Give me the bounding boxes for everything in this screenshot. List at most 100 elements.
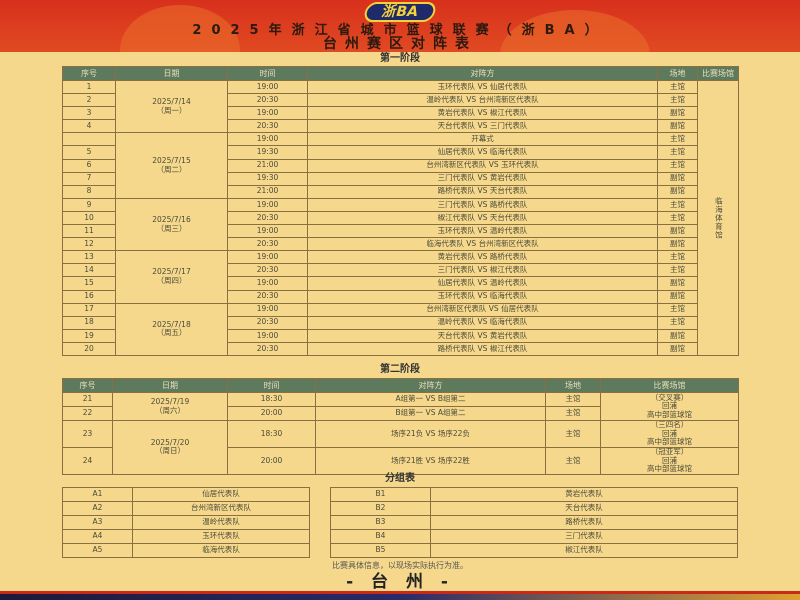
- court: 副馆: [657, 289, 698, 304]
- match-number: 15: [62, 276, 116, 291]
- page-title: 2025年浙江省城市篮球联赛（浙BA）: [192, 23, 608, 38]
- match-number: 24: [62, 446, 113, 475]
- column-header: 时间: [227, 378, 316, 393]
- column-header: 对阵方: [307, 66, 658, 81]
- court: 主馆: [545, 392, 601, 407]
- court: 主馆: [657, 210, 698, 226]
- header-banner: 浙BA 2025年浙江省城市篮球联赛（浙BA） 台州赛区对阵表: [0, 0, 800, 52]
- date: 2025/7/17: [152, 267, 191, 277]
- date: 2025/7/16: [152, 214, 191, 224]
- match-time: 19:00: [227, 106, 308, 121]
- table-row: 22 20:00 B组第一 VS A组第二 主馆: [62, 406, 739, 421]
- team-name: 黄岩代表队: [430, 487, 738, 502]
- table-row: 23 2025/7/20 （周日） 18:30 场序21负 VS 场序22负 主馆 （三四名…: [62, 420, 739, 475]
- match-number: 22: [62, 406, 113, 421]
- match-time: 21:00: [227, 184, 308, 199]
- footer-note: 比赛具体信息，以现场实际执行为准。: [332, 561, 468, 570]
- team-name: 天台代表队: [430, 501, 738, 516]
- match-time: 19:00: [227, 302, 308, 317]
- match-number: [62, 132, 116, 147]
- venue-round: （冠亚军）: [650, 447, 689, 456]
- court: 主馆: [657, 79, 698, 95]
- venue-line2: 高中部篮球馆: [647, 437, 692, 447]
- group-a-table: A1 仙居代表队 A2 台州湾新区代表队 A3 温岭代表队 A4 玉环代表队 A5 临海代表队: [62, 487, 310, 558]
- table-row: 8 21:00 路桥代表队 VS 天台代表队 副馆: [62, 184, 739, 199]
- match-number: 3: [62, 106, 116, 121]
- matchup: 路桥代表队 VS 天台代表队: [307, 184, 658, 199]
- matchup: 玉环代表队 VS 临海代表队: [307, 289, 658, 304]
- match-time: 19:00: [227, 132, 308, 147]
- matchup: 临海代表队 VS 台州湾新区代表队: [307, 237, 658, 252]
- weekday: （周二）: [156, 164, 187, 174]
- date: 2025/7/15: [152, 155, 191, 165]
- table-row: 13 2025/7/17 （周四） 19:00 黄岩代表队 VS 路桥代表队 主馆: [62, 250, 739, 304]
- date: 2025/7/19: [150, 396, 190, 406]
- date-cell: 2025/7/18 （周五）: [115, 302, 228, 356]
- court: 主馆: [545, 446, 601, 475]
- match-time: 20:30: [227, 210, 308, 226]
- match-number: 4: [62, 119, 116, 134]
- weekday: （周六）: [155, 405, 185, 415]
- venue-round: （交叉赛）: [650, 392, 689, 402]
- match-number: 6: [62, 158, 116, 173]
- venue-line1: 回浦: [662, 401, 677, 411]
- team-name: 台州湾新区代表队: [132, 501, 310, 516]
- match-number: 9: [62, 197, 116, 212]
- team-name: 温岭代表队: [132, 515, 310, 530]
- column-header: 日期: [115, 66, 228, 81]
- matchup: 黄岩代表队 VS 椒江代表队: [307, 106, 658, 121]
- matchup: 台州湾新区代表队 VS 仙居代表队: [307, 302, 658, 317]
- court: 主馆: [657, 315, 698, 330]
- matchup: 路桥代表队 VS 椒江代表队: [307, 341, 658, 356]
- match-number: 20: [62, 341, 116, 356]
- match-number: 11: [62, 224, 116, 239]
- column-header: 时间: [227, 66, 308, 81]
- table-row: B2 天台代表队: [330, 501, 738, 516]
- footer-city: - 台 州 -: [346, 572, 454, 592]
- team-name: 玉环代表队: [132, 529, 310, 544]
- seed: A5: [62, 543, 133, 558]
- court: 主馆: [545, 420, 601, 448]
- match-number: 13: [62, 250, 116, 265]
- date: 2025/7/18: [152, 319, 191, 329]
- match-time: 20:30: [227, 315, 308, 330]
- court: 主馆: [657, 197, 698, 212]
- match-number: 8: [62, 184, 116, 199]
- court: 主馆: [657, 158, 698, 173]
- court: 副馆: [657, 341, 698, 356]
- table-row: 12 20:30 临海代表队 VS 台州湾新区代表队 副馆: [62, 237, 739, 252]
- match-time: 20:00: [227, 406, 316, 421]
- matchup: 天台代表队 VS 三门代表队: [307, 119, 658, 134]
- date-cell: 2025/7/15 （周二）: [115, 132, 228, 199]
- match-time: 20:30: [227, 289, 308, 304]
- match-number: 7: [62, 171, 116, 186]
- table-row: A2 台州湾新区代表队: [62, 501, 310, 516]
- court: 主馆: [657, 132, 698, 147]
- date: 2025/7/14: [152, 97, 191, 107]
- court: 主馆: [545, 406, 601, 421]
- stage1-table: 序号 日期 时间 对阵方 场地 比赛场馆 1 2025/7/14 （周一） 19:00 玉环代表队 …: [62, 66, 739, 356]
- venue-line1: 回浦: [662, 455, 677, 465]
- table-row: 2 20:30 温岭代表队 VS 台州湾新区代表队 主馆: [62, 93, 739, 108]
- seed: B4: [330, 529, 431, 544]
- table-row: 17 2025/7/18 （周五） 19:00 台州湾新区代表队 VS 仙居代表队 主馆: [62, 302, 739, 356]
- weekday: （周三）: [156, 223, 187, 233]
- matchup: 三门代表队 VS 黄岩代表队: [307, 171, 658, 186]
- seed: B3: [330, 515, 431, 530]
- table-row: 2025/7/15 （周二） 19:00 开幕式 主馆: [62, 132, 739, 199]
- matchup: 开幕式: [307, 132, 658, 147]
- decor-stripe: [0, 591, 800, 594]
- team-name: 路桥代表队: [430, 515, 738, 530]
- table-row: A4 玉环代表队: [62, 529, 310, 544]
- court: 副馆: [657, 184, 698, 199]
- match-time: 21:00: [227, 158, 308, 173]
- stage1-title: 第一阶段: [380, 53, 420, 64]
- matchup: 温岭代表队 VS 临海代表队: [307, 315, 658, 330]
- column-header: 比赛场馆: [600, 378, 739, 393]
- matchup: 三门代表队 VS 路桥代表队: [307, 197, 658, 212]
- match-time: 19:30: [227, 145, 308, 160]
- match-number: 14: [62, 263, 116, 278]
- page-subtitle: 台州赛区对阵表: [323, 36, 477, 52]
- match-number: 16: [62, 289, 116, 304]
- table-row: 5 19:30 仙居代表队 VS 临海代表队 主馆: [62, 145, 739, 160]
